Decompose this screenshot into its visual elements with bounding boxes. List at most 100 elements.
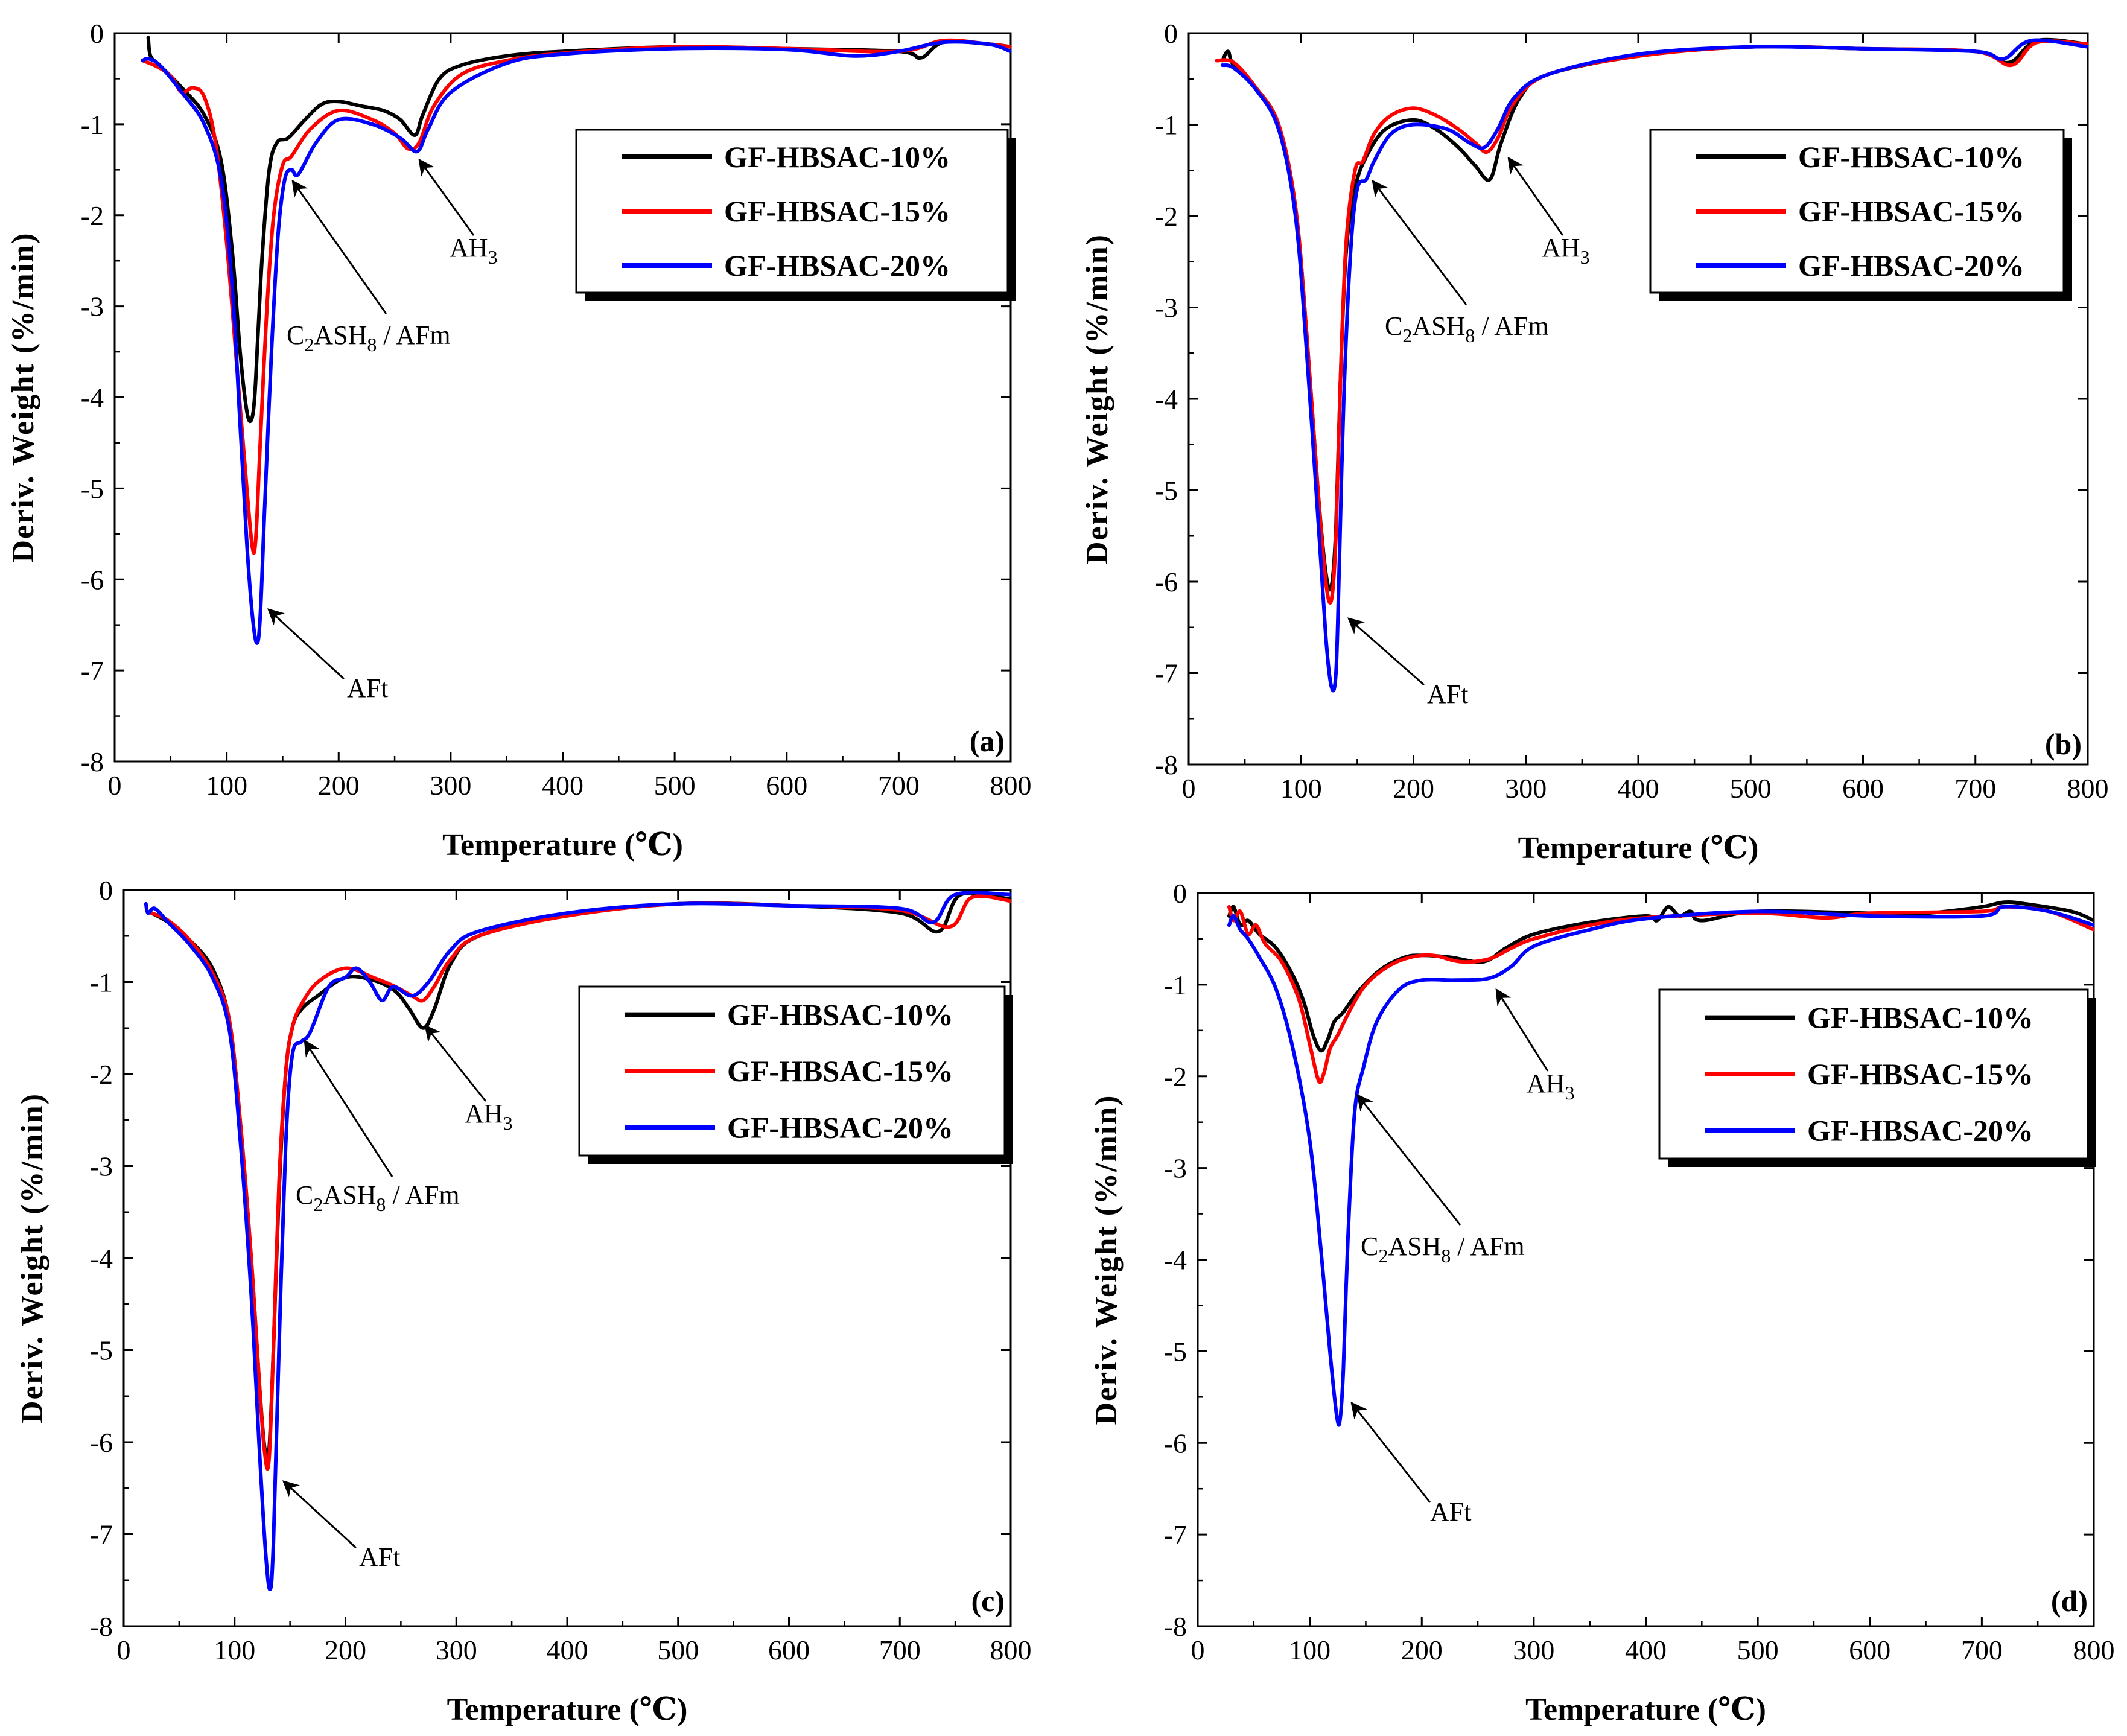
annotation-main: C (1361, 1232, 1378, 1261)
annotation-main: AFt (1427, 679, 1468, 709)
y-tick-label: -1 (81, 109, 104, 140)
x-tick-label: 700 (1954, 773, 1996, 804)
y-tick-label: -8 (90, 1611, 113, 1642)
legend-entry: GF-HBSAC-15% (724, 194, 950, 228)
y-tick-label: -3 (90, 1151, 113, 1182)
annotation-arrow (1495, 988, 1549, 1072)
series-line-gf-hbsac-20% (1227, 905, 2094, 1427)
annotation-subscript: 3 (488, 246, 498, 268)
annotation-subscript: 2 (304, 334, 314, 355)
annotation-subscript: 2 (1378, 1245, 1388, 1267)
x-tick-label: 700 (1961, 1635, 2003, 1665)
y-axis-title: Deriv. Weight (%/min) (1080, 234, 1114, 564)
y-axis-title: Deriv. Weight (%/min) (1089, 1094, 1124, 1425)
y-tick-label: -3 (1155, 293, 1178, 323)
annotation-subscript: 3 (503, 1112, 513, 1134)
y-tick-label: -8 (1164, 1611, 1187, 1642)
x-tick-label: 700 (878, 770, 920, 801)
legend-entry: GF-HBSAC-15% (727, 1054, 953, 1088)
x-tick-label: 600 (766, 770, 807, 801)
annotation-label: AH3 (1542, 233, 1590, 268)
legend-entry: GF-HBSAC-15% (1807, 1057, 2033, 1091)
x-tick-label: 400 (1618, 773, 1659, 804)
y-tick-label: 0 (99, 875, 113, 906)
y-tick-label: -7 (1164, 1519, 1187, 1550)
annotation-main: AFt (347, 673, 388, 703)
annotation-tail: ASH (1388, 1232, 1441, 1261)
chart-panel-3: 0 100 200 300 400 500 600 700 800 0 -1 -2 -3 -4 -5 -6 -7… (1089, 878, 2115, 1727)
y-tick-label: -3 (81, 291, 104, 322)
annotation-arrow (267, 608, 345, 680)
series-line-gf-hbsac-20% (1220, 38, 2088, 693)
x-tick-label: 100 (206, 770, 247, 801)
x-tick-label: 100 (214, 1635, 255, 1665)
panel-label: (b) (2045, 727, 2082, 761)
x-tick-label: 300 (1513, 1635, 1554, 1665)
annotation-label: AH3 (465, 1099, 513, 1134)
y-tick-label: -4 (1164, 1245, 1187, 1276)
annotation-main: AH (1542, 233, 1580, 262)
y-tick-label: -5 (81, 473, 104, 504)
x-tick-label: 800 (990, 770, 1032, 801)
y-tick-label: -4 (81, 383, 104, 413)
y-tick-label: -1 (90, 967, 113, 998)
x-tick-label: 100 (1289, 1635, 1331, 1665)
legend-entry: GF-HBSAC-20% (724, 249, 950, 282)
y-tick-label: 0 (1164, 18, 1178, 49)
annotation-label: C2ASH8 / AFm (1361, 1232, 1525, 1267)
y-tick-label: -7 (1155, 658, 1178, 689)
panel-label: (d) (2051, 1584, 2088, 1618)
annotation-subscript-2: 8 (376, 1194, 386, 1215)
x-tick-label: 200 (1393, 773, 1434, 804)
annotation-tail-2: / AFm (1475, 311, 1548, 341)
x-tick-label: 200 (318, 770, 360, 801)
x-tick-label: 300 (430, 770, 471, 801)
x-tick-label: 500 (654, 770, 696, 801)
y-tick-label: -5 (1164, 1336, 1187, 1367)
y-tick-label: -6 (1155, 567, 1178, 597)
y-tick-label: -8 (81, 746, 104, 777)
y-tick-label: 0 (1173, 878, 1187, 909)
y-tick-label: -2 (1164, 1061, 1187, 1092)
y-tick-label: -8 (1155, 749, 1178, 780)
annotation-subscript: 3 (1565, 1082, 1575, 1104)
annotation-arrow (1372, 179, 1467, 305)
annotation-main: AFt (1430, 1497, 1471, 1527)
annotation-arrow (282, 1480, 357, 1549)
annotation-tail: ASH (323, 1180, 376, 1210)
panel-label: (c) (971, 1584, 1005, 1618)
annotation-tail-2: / AFm (1451, 1232, 1524, 1261)
legend-entry: GF-HBSAC-10% (727, 998, 953, 1032)
legend-entry: GF-HBSAC-15% (1798, 194, 2024, 228)
chart-panel-0: 0 100 200 300 400 500 600 700 800 0 -1 -2 -3 -4 -5 -6 -7… (6, 18, 1032, 862)
series-line-gf-hbsac-20% (144, 891, 1011, 1592)
panel-label: (a) (970, 724, 1005, 758)
y-tick-label: -1 (1155, 110, 1178, 141)
legend-entry: GF-HBSAC-20% (1807, 1113, 2033, 1147)
y-tick-label: -5 (90, 1335, 113, 1366)
annotation-label: AFt (359, 1542, 400, 1572)
x-tick-label: 0 (1182, 773, 1196, 804)
annotation-arrow (1350, 1401, 1431, 1503)
legend-entry: GF-HBSAC-20% (1798, 249, 2024, 282)
x-axis-title: Temperature (℃) (1518, 831, 1759, 865)
x-tick-label: 0 (108, 770, 122, 801)
annotation-main: AFt (359, 1542, 400, 1572)
annotation-label: AFt (1427, 679, 1468, 709)
annotation-subscript: 2 (313, 1194, 323, 1215)
y-tick-label: -3 (1164, 1153, 1187, 1184)
x-tick-label: 0 (117, 1635, 131, 1665)
legend-entry: GF-HBSAC-10% (1798, 140, 2024, 174)
y-tick-label: -2 (90, 1059, 113, 1090)
annotation-subscript: 2 (1402, 325, 1412, 346)
annotation-label: C2ASH8 / AFm (296, 1180, 460, 1215)
x-tick-label: 800 (990, 1635, 1032, 1665)
y-tick-label: -2 (1155, 201, 1178, 232)
y-tick-label: -4 (1155, 384, 1178, 415)
annotation-tail-2: / AFm (377, 320, 450, 350)
x-tick-label: 100 (1280, 773, 1322, 804)
annotation-arrow (1347, 617, 1425, 686)
x-tick-label: 300 (436, 1635, 477, 1665)
annotation-main: AH (1527, 1069, 1565, 1098)
